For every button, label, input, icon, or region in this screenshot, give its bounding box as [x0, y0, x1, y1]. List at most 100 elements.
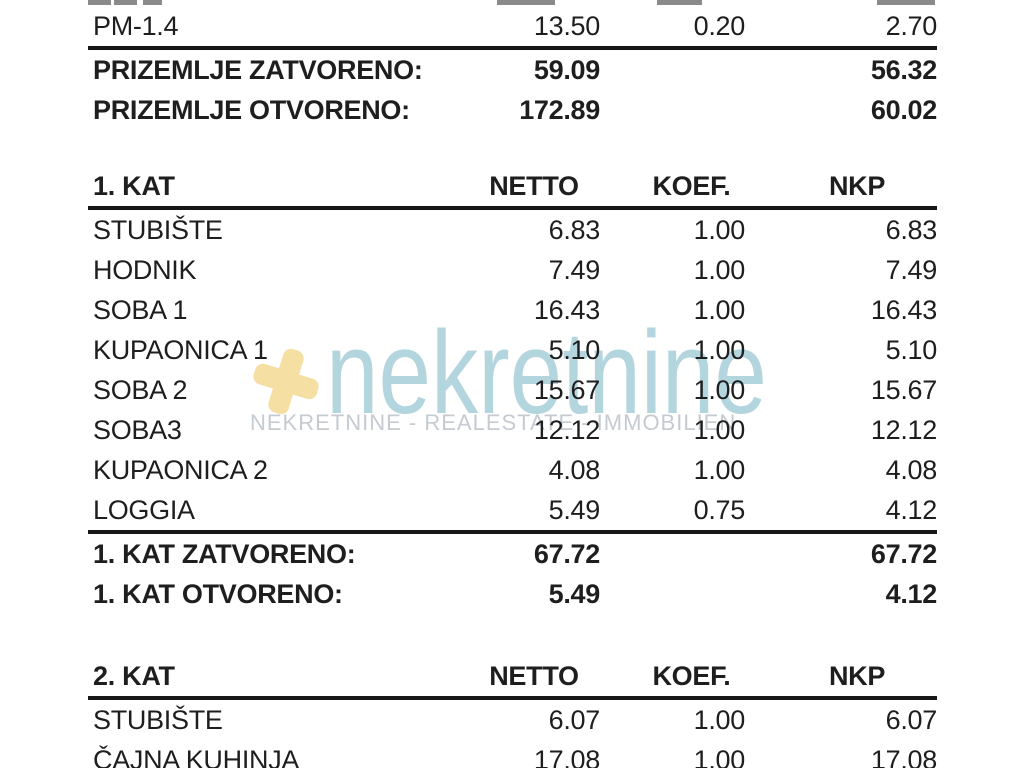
total-label: PRIZEMLJE ZATVORENO: — [93, 55, 423, 85]
nkp-value: 12.12 — [870, 415, 937, 445]
row-label: STUBIŠTE — [93, 705, 223, 735]
clipped-row-fragment — [877, 0, 935, 5]
netto-value: 15.67 — [533, 375, 600, 405]
section-gap — [88, 614, 937, 656]
table-row: SOBA3 12.12 1.00 12.12 — [88, 410, 937, 450]
table-row: PM-1.4 13.50 0.20 2.70 — [88, 6, 937, 46]
row-label: ČAJNA KUHINJA — [93, 745, 300, 768]
total-row: PRIZEMLJE ZATVORENO: 59.09 56.32 — [88, 50, 937, 90]
netto-total: 67.72 — [533, 539, 600, 569]
column-header-nkp: NKP — [828, 661, 886, 691]
area-table: PM-1.4 13.50 0.20 2.70 PRIZEMLJE ZATVORE… — [88, 0, 952, 768]
row-label: LOGGIA — [93, 495, 195, 525]
nkp-value: 15.67 — [870, 375, 937, 405]
netto-value: 5.49 — [548, 495, 601, 525]
table-row: SOBA 2 15.67 1.00 15.67 — [88, 370, 937, 410]
table-rule — [88, 46, 937, 50]
clipped-row-fragment — [143, 0, 162, 5]
koef-value: 1.00 — [693, 745, 746, 768]
nkp-total: 56.32 — [870, 55, 937, 85]
koef-value: 0.20 — [693, 11, 746, 41]
table-rule — [88, 696, 937, 700]
column-header-koef: KOEF. — [652, 661, 731, 691]
koef-value: 1.00 — [693, 295, 746, 325]
koef-value: 1.00 — [693, 375, 746, 405]
netto-value: 17.08 — [533, 745, 600, 768]
netto-value: 13.50 — [533, 11, 600, 41]
total-label: PRIZEMLJE OTVORENO: — [93, 95, 410, 125]
netto-value: 16.43 — [533, 295, 600, 325]
table-row: KUPAONICA 1 5.10 1.00 5.10 — [88, 330, 937, 370]
row-label: SOBA3 — [93, 415, 182, 445]
netto-value: 5.10 — [548, 335, 601, 365]
row-label: SOBA 2 — [93, 375, 188, 405]
total-label: 1. KAT OTVORENO: — [93, 579, 343, 609]
section-gap — [88, 130, 937, 166]
nkp-value: 6.07 — [885, 705, 938, 735]
section-header-row: 2. KAT NETTO KOEF. NKP — [88, 656, 937, 696]
netto-value: 6.07 — [548, 705, 601, 735]
nkp-value: 16.43 — [870, 295, 937, 325]
netto-value: 7.49 — [548, 255, 601, 285]
table-row: SOBA 1 16.43 1.00 16.43 — [88, 290, 937, 330]
table-row: ČAJNA KUHINJA 17.08 1.00 17.08 — [88, 740, 937, 768]
koef-value: 1.00 — [693, 455, 746, 485]
row-label: KUPAONICA 1 — [93, 335, 268, 365]
column-header-netto: NETTO — [489, 171, 579, 201]
nkp-value: 17.08 — [870, 745, 937, 768]
koef-total — [600, 90, 745, 130]
total-row: 1. KAT ZATVORENO: 67.72 67.72 — [88, 534, 937, 574]
netto-value: 6.83 — [548, 215, 601, 245]
netto-total: 172.89 — [519, 95, 600, 125]
nkp-value: 6.83 — [885, 215, 938, 245]
table-row: LOGGIA 5.49 0.75 4.12 — [88, 490, 937, 530]
total-label: 1. KAT ZATVORENO: — [93, 539, 356, 569]
netto-value: 12.12 — [533, 415, 600, 445]
koef-value: 1.00 — [693, 415, 746, 445]
clipped-row-fragment — [657, 0, 702, 5]
clipped-row-fragment — [497, 0, 555, 5]
netto-total: 5.49 — [548, 579, 601, 609]
column-header-koef: KOEF. — [652, 171, 731, 201]
netto-total: 59.09 — [533, 55, 600, 85]
table-row: HODNIK 7.49 1.00 7.49 — [88, 250, 937, 290]
watermark-tagline: NEKRETNINE - REALESTATE - IMMOBILIEN — [250, 410, 737, 435]
koef-total — [600, 534, 745, 574]
table-rule — [88, 530, 937, 534]
koef-total — [600, 574, 745, 614]
koef-value: 1.00 — [693, 215, 746, 245]
table-rule — [88, 206, 937, 210]
nkp-value: 4.08 — [885, 455, 938, 485]
koef-value: 1.00 — [693, 705, 746, 735]
nkp-value: 5.10 — [885, 335, 938, 365]
nkp-total: 67.72 — [870, 539, 937, 569]
row-label: HODNIK — [93, 255, 197, 285]
clipped-row-fragment — [88, 0, 111, 5]
koef-value: 1.00 — [693, 335, 746, 365]
row-label: KUPAONICA 2 — [93, 455, 268, 485]
total-row: 1. KAT OTVORENO: 5.49 4.12 — [88, 574, 937, 614]
clipped-row-fragment — [114, 0, 137, 5]
table-row: KUPAONICA 2 4.08 1.00 4.08 — [88, 450, 937, 490]
nkp-value: 4.12 — [885, 495, 938, 525]
table-row: STUBIŠTE 6.83 1.00 6.83 — [88, 210, 937, 250]
column-header-nkp: NKP — [828, 171, 886, 201]
table-row: STUBIŠTE 6.07 1.00 6.07 — [88, 700, 937, 740]
section-title: 1. KAT — [93, 171, 175, 201]
watermark-logo-text: nekretnine — [326, 307, 767, 439]
section-header-row: 1. KAT NETTO KOEF. NKP — [88, 166, 937, 206]
total-row: PRIZEMLJE OTVORENO: 172.89 60.02 — [88, 90, 937, 130]
nkp-value: 7.49 — [885, 255, 938, 285]
row-label: STUBIŠTE — [93, 215, 223, 245]
nkp-total: 4.12 — [885, 579, 938, 609]
nkp-total: 60.02 — [870, 95, 937, 125]
netto-value: 4.08 — [548, 455, 601, 485]
row-label: PM-1.4 — [93, 11, 179, 41]
nkp-value: 2.70 — [885, 11, 938, 41]
row-label: SOBA 1 — [93, 295, 188, 325]
koef-value: 0.75 — [693, 495, 746, 525]
section-title: 2. KAT — [93, 661, 175, 691]
koef-total — [600, 50, 745, 90]
column-header-netto: NETTO — [489, 661, 579, 691]
